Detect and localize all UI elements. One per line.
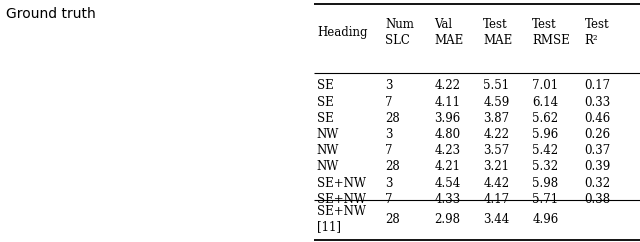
Text: 4.59: 4.59 — [483, 96, 509, 109]
Text: 0.17: 0.17 — [584, 79, 611, 92]
Text: NW: NW — [317, 160, 339, 174]
Text: Heading: Heading — [317, 26, 367, 39]
Text: 5.98: 5.98 — [532, 177, 559, 190]
Text: SE: SE — [317, 79, 333, 92]
Text: 5.62: 5.62 — [532, 112, 559, 125]
Text: 6.14: 6.14 — [532, 96, 559, 109]
Text: 3.87: 3.87 — [483, 112, 509, 125]
Text: 7: 7 — [385, 193, 393, 206]
Text: 3: 3 — [385, 128, 393, 141]
Text: 28: 28 — [385, 212, 400, 226]
Text: Test
MAE: Test MAE — [483, 18, 513, 47]
Text: Test
RMSE: Test RMSE — [532, 18, 570, 47]
Text: 0.33: 0.33 — [584, 96, 611, 109]
Text: 4.23: 4.23 — [435, 144, 461, 157]
Text: 5.71: 5.71 — [532, 193, 559, 206]
Text: 4.54: 4.54 — [435, 177, 461, 190]
Text: 0.46: 0.46 — [584, 112, 611, 125]
Text: 4.80: 4.80 — [435, 128, 461, 141]
Text: 3.44: 3.44 — [483, 212, 509, 226]
Text: 28: 28 — [385, 160, 400, 174]
Text: 7.01: 7.01 — [532, 79, 559, 92]
Text: 4.33: 4.33 — [435, 193, 461, 206]
Text: Val
MAE: Val MAE — [435, 18, 463, 47]
Text: 5.96: 5.96 — [532, 128, 559, 141]
Text: 0.38: 0.38 — [584, 193, 611, 206]
Text: 0.26: 0.26 — [584, 128, 611, 141]
Text: 3.21: 3.21 — [483, 160, 509, 174]
Text: 4.21: 4.21 — [435, 160, 460, 174]
Text: 5.32: 5.32 — [532, 160, 559, 174]
Text: Ground truth: Ground truth — [6, 7, 96, 21]
Text: 3: 3 — [385, 177, 393, 190]
Text: 4.42: 4.42 — [483, 177, 509, 190]
Text: 0.39: 0.39 — [584, 160, 611, 174]
Text: 28: 28 — [385, 112, 400, 125]
Text: 0.37: 0.37 — [584, 144, 611, 157]
Text: SE: SE — [317, 112, 333, 125]
Text: NW: NW — [317, 128, 339, 141]
Text: 4.96: 4.96 — [532, 212, 559, 226]
Text: 2.98: 2.98 — [435, 212, 460, 226]
Text: Num
SLC: Num SLC — [385, 18, 414, 47]
Text: 4.22: 4.22 — [483, 128, 509, 141]
Text: 5.51: 5.51 — [483, 79, 509, 92]
Text: SE+NW: SE+NW — [317, 177, 366, 190]
Text: 5.42: 5.42 — [532, 144, 559, 157]
Text: 3.96: 3.96 — [435, 112, 461, 125]
Text: Test
R²: Test R² — [584, 18, 609, 47]
Text: SE+NW
[11]: SE+NW [11] — [317, 204, 366, 234]
Text: SE: SE — [317, 96, 333, 109]
Text: 3: 3 — [385, 79, 393, 92]
Text: 4.11: 4.11 — [435, 96, 460, 109]
Text: 4.22: 4.22 — [435, 79, 460, 92]
Text: 7: 7 — [385, 96, 393, 109]
Text: NW: NW — [317, 144, 339, 157]
Text: 3.57: 3.57 — [483, 144, 509, 157]
Text: SE+NW: SE+NW — [317, 193, 366, 206]
Text: 7: 7 — [385, 144, 393, 157]
Text: 4.17: 4.17 — [483, 193, 509, 206]
Text: 0.32: 0.32 — [584, 177, 611, 190]
